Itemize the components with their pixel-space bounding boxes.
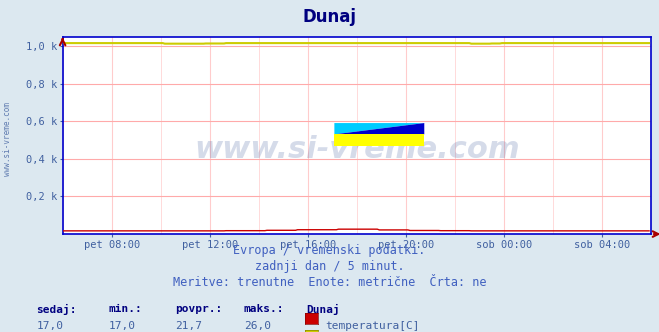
Text: min.:: min.: — [109, 304, 142, 314]
Polygon shape — [334, 123, 424, 134]
Text: 21,7: 21,7 — [175, 321, 202, 331]
Text: 17,0: 17,0 — [36, 321, 63, 331]
Text: maks.:: maks.: — [244, 304, 284, 314]
Text: temperatura[C]: temperatura[C] — [325, 321, 419, 331]
Polygon shape — [334, 123, 424, 134]
Text: www.si-vreme.com: www.si-vreme.com — [3, 103, 13, 176]
Text: Dunaj: Dunaj — [306, 304, 340, 315]
Text: povpr.:: povpr.: — [175, 304, 222, 314]
Polygon shape — [334, 134, 424, 146]
Text: Meritve: trenutne  Enote: metrične  Črta: ne: Meritve: trenutne Enote: metrične Črta: … — [173, 276, 486, 289]
Text: 26,0: 26,0 — [244, 321, 271, 331]
Text: zadnji dan / 5 minut.: zadnji dan / 5 minut. — [254, 260, 405, 273]
Text: www.si-vreme.com: www.si-vreme.com — [194, 134, 520, 164]
Text: sedaj:: sedaj: — [36, 304, 76, 315]
Text: Dunaj: Dunaj — [302, 8, 357, 26]
Text: Evropa / vremenski podatki.: Evropa / vremenski podatki. — [233, 244, 426, 257]
Text: 17,0: 17,0 — [109, 321, 136, 331]
